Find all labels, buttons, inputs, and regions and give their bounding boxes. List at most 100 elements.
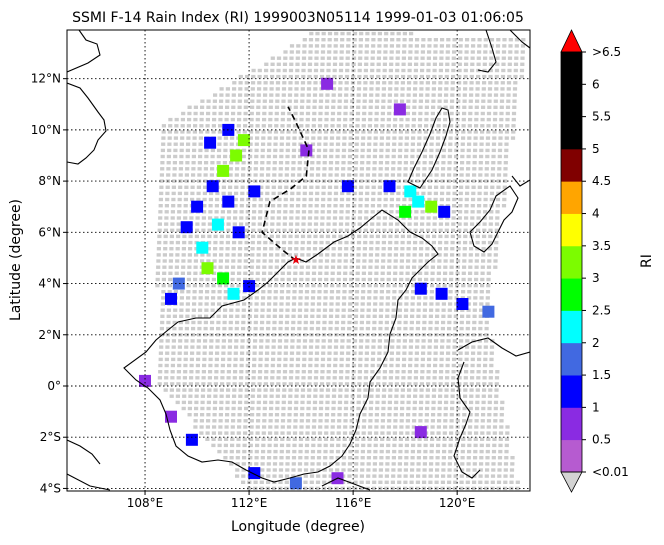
swath-pixel [342,277,348,282]
swath-pixel [415,179,420,183]
swath-pixel [219,394,224,398]
swath-pixel [324,271,329,275]
swath-pixel [311,124,316,128]
swath-pixel [177,357,182,362]
swath-pixel [382,81,387,85]
swath-pixel [322,161,327,165]
swath-pixel [422,161,427,165]
swath-pixel [507,68,512,73]
swath-pixel [500,74,506,79]
rain-cell [227,287,240,300]
swath-pixel [461,271,466,275]
coastline-mindanao [469,185,519,253]
swath-pixel [433,351,438,355]
swath-pixel [456,240,461,245]
swath-pixel [291,167,296,171]
swath-pixel [446,351,451,355]
swath-pixel [342,296,347,300]
swath-pixel [473,148,478,153]
swath-pixel [424,419,429,423]
swath-pixel [504,142,509,146]
swath-pixel [294,382,300,386]
swath-pixel [413,222,418,226]
swath-pixel [221,351,226,355]
swath-pixel [167,136,172,140]
swath-pixel [450,99,455,103]
swath-pixel [212,99,217,103]
swath-pixel [341,314,346,318]
swath-pixel [495,62,500,66]
swath-pixel [175,394,180,398]
swath-pixel [460,314,465,318]
swath-pixel [366,320,371,325]
swath-pixel [218,431,223,435]
swath-pixel [444,87,449,91]
swath-pixel [256,93,261,97]
swath-pixel [405,111,410,116]
swath-pixel [180,130,185,134]
swath-pixel [308,357,313,362]
swath-pixel [330,271,335,275]
swath-pixel [442,283,447,288]
swath-pixel [506,81,512,85]
swath-pixel [345,56,350,60]
swath-pixel [242,449,247,454]
swath-pixel [355,111,361,116]
swath-pixel [460,449,465,454]
swath-pixel [227,345,232,349]
swath-pixel [264,376,269,380]
swath-pixel [172,320,177,325]
swath-pixel [476,216,481,220]
swath-pixel [432,62,437,66]
swath-pixel [453,320,458,325]
swath-pixel [289,50,294,54]
swath-pixel [263,382,268,386]
swath-pixel [272,173,277,177]
swath-pixel [379,302,384,306]
swath-pixel [499,406,505,411]
swath-pixel [339,44,345,48]
swath-pixel [305,437,310,441]
swath-pixel [427,357,432,362]
rain-cell [412,195,425,208]
swath-pixel [467,124,472,128]
swath-pixel [308,197,313,202]
swath-pixel [175,400,180,405]
swath-pixel [290,179,295,183]
swath-pixel [343,265,348,269]
swath-pixel [502,185,507,189]
swath-pixel [381,406,386,411]
swath-pixel [474,425,479,429]
swath-pixel [167,283,172,288]
swath-pixel [392,124,397,128]
swath-pixel [297,314,302,318]
swath-pixel [438,234,443,239]
swath-pixel [431,259,436,263]
swath-pixel [396,345,401,349]
swath-pixel [183,216,188,220]
swath-pixel [229,314,234,318]
swath-pixel [278,314,284,318]
swath-pixel [182,382,187,386]
swath-pixel [356,105,361,109]
swath-pixel [202,210,207,214]
swath-pixel [322,314,327,318]
swath-pixel [316,161,321,165]
swath-pixel [385,456,390,460]
swath-pixel [510,136,516,140]
swath-pixel [292,130,297,134]
swath-pixel [418,259,423,263]
swath-pixel [227,351,232,355]
swath-pixel [399,425,404,429]
swath-pixel [346,197,351,202]
swath-pixel [239,222,244,226]
swath-pixel [464,50,469,54]
swath-pixel [287,99,292,103]
swath-pixel [157,234,162,239]
swath-pixel [394,394,399,398]
swath-pixel [454,148,459,153]
swath-pixel [503,468,508,472]
swath-pixel [270,370,275,374]
swath-pixel [511,130,516,134]
swath-pixel [318,413,323,417]
